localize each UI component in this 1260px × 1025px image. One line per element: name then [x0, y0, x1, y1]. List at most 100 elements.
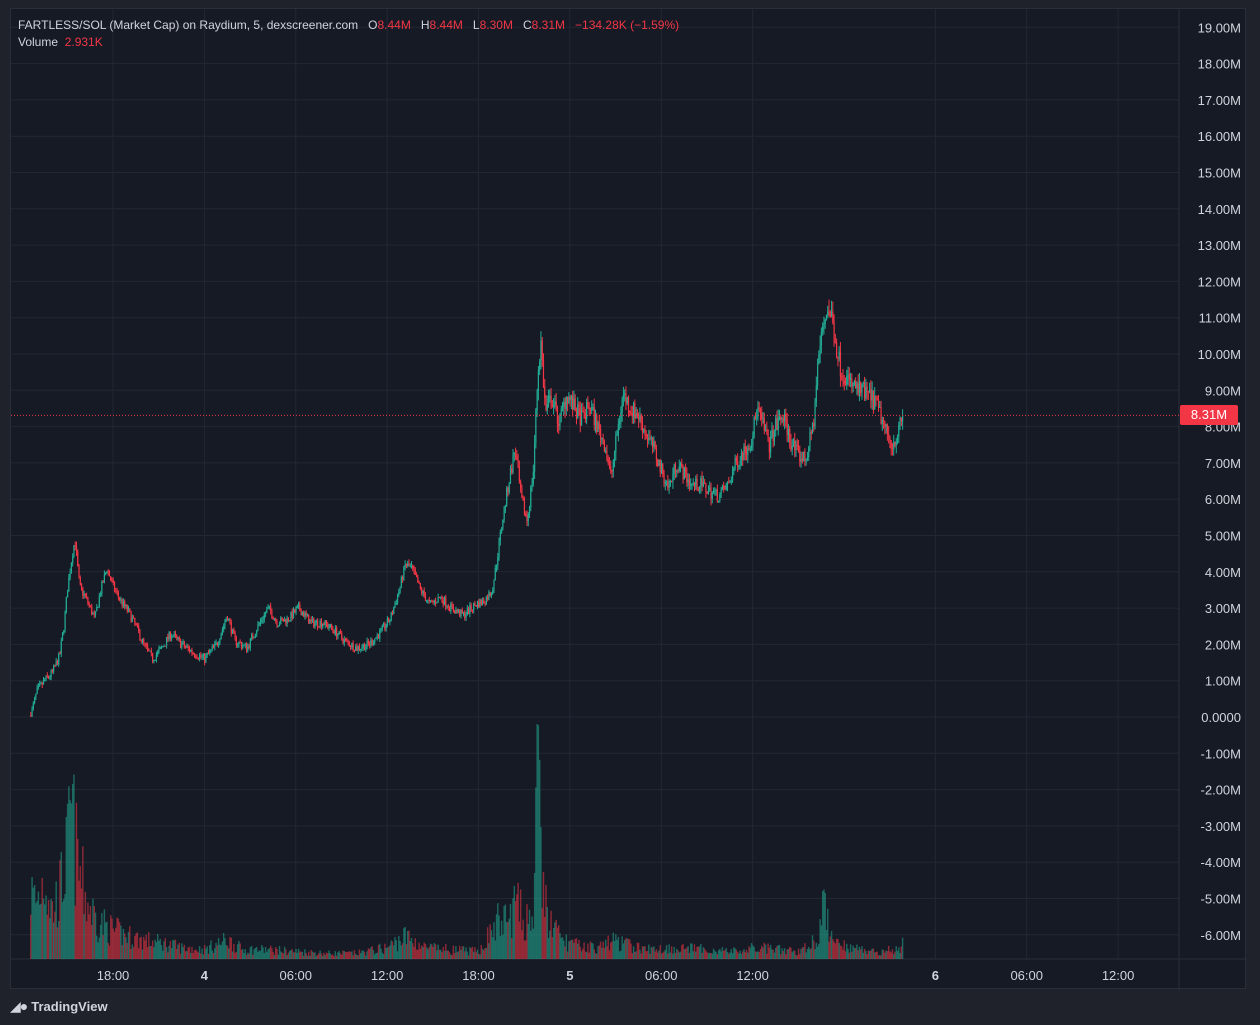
candle-body	[733, 468, 735, 472]
candle-body	[697, 489, 699, 491]
volume-bar	[823, 889, 825, 959]
candle-body	[639, 415, 641, 420]
volume-bar	[104, 922, 107, 959]
volume-bar	[220, 945, 222, 959]
candle-body	[230, 622, 232, 634]
volume-bar	[471, 946, 474, 959]
volume-bar	[456, 952, 458, 959]
candle-body	[564, 401, 566, 409]
candle-body	[135, 623, 137, 625]
candle-body	[544, 386, 546, 398]
volume-bar	[717, 950, 720, 959]
candle-body	[852, 384, 854, 387]
candle-body	[450, 603, 452, 611]
candle-body	[424, 595, 427, 601]
candle-body	[309, 619, 311, 624]
volume-bar	[275, 947, 277, 959]
volume-bar	[464, 951, 466, 959]
volume-bar	[591, 942, 593, 959]
volume-bar	[797, 948, 800, 959]
candle-body	[193, 653, 196, 657]
volume-bar	[337, 952, 339, 959]
time-tick-label: 12:00	[736, 968, 769, 983]
volume-bar	[676, 948, 678, 959]
volume-bar	[353, 950, 356, 959]
candle-body	[528, 507, 531, 514]
candle-body	[527, 513, 529, 522]
time-axis[interactable]: 18:00 4 06:00 12:00 18:00 5 06:00 12:00 6 06:00 12…	[97, 968, 1135, 983]
candle-body	[296, 606, 298, 609]
volume-bar	[235, 951, 238, 959]
volume-bar	[68, 786, 70, 959]
volume-bar	[862, 952, 864, 959]
volume-bar	[469, 947, 471, 959]
chart-frame[interactable]: 19.00M 18.00M 17.00M 16.00M 15.00M 14.00M 13.0…	[10, 8, 1247, 990]
volume-bar	[696, 946, 698, 959]
volume-label[interactable]: Volume	[18, 35, 59, 49]
tradingview-brand[interactable]: ◢● TradingView	[10, 998, 108, 1015]
candle-body	[188, 647, 191, 652]
candle-body	[494, 567, 496, 581]
volume-bar	[453, 952, 456, 959]
volume-bar	[771, 949, 773, 959]
candle-body	[300, 610, 302, 616]
volume-bar	[626, 938, 628, 959]
candle-body	[635, 413, 637, 419]
candle-body	[775, 418, 777, 431]
candle-body	[65, 597, 67, 613]
volume-bar	[837, 939, 839, 959]
volume-bar	[429, 943, 432, 959]
volume-bar	[611, 941, 613, 959]
candle-body	[377, 635, 380, 639]
candle-body	[366, 640, 368, 647]
candle-body	[30, 715, 32, 717]
volume-bar	[51, 901, 54, 959]
candle-body	[356, 646, 358, 651]
volume-bar	[470, 948, 472, 959]
candle-body	[171, 636, 173, 639]
volume-bar	[485, 948, 488, 959]
symbol-title[interactable]: FARTLESS/SOL (Market Cap) on Raydium, 5,…	[18, 18, 359, 32]
candle-body	[428, 599, 430, 601]
volume-bar	[360, 953, 362, 959]
candle-body	[233, 629, 235, 633]
volume-bar	[52, 922, 55, 959]
volume-bar	[592, 943, 594, 959]
volume-bar	[38, 904, 41, 959]
candle-body	[282, 619, 284, 622]
volume-bar	[835, 938, 838, 959]
volume-bar	[239, 943, 241, 959]
candle-body	[44, 679, 46, 681]
candle-body	[404, 564, 406, 567]
volume-bar	[428, 947, 430, 959]
volume-bar	[811, 935, 814, 959]
volume-bar	[720, 951, 722, 959]
volume-bar	[381, 952, 384, 959]
price-axis[interactable]: 19.00M 18.00M 17.00M 16.00M 15.00M 14.00M 13.0…	[1198, 20, 1241, 943]
volume-bar	[684, 948, 687, 959]
volume-bar	[102, 935, 104, 959]
volume-bar	[261, 944, 263, 959]
volume-bar	[546, 907, 548, 959]
volume-bar	[886, 951, 889, 959]
candle-body	[481, 599, 484, 605]
candle-body	[58, 653, 60, 665]
volume-bar	[604, 939, 607, 959]
candle-body	[270, 605, 272, 612]
volume-bar	[325, 952, 328, 959]
candle-body	[256, 630, 258, 635]
price-tick-label: -1.00M	[1201, 746, 1241, 761]
candle-body	[785, 413, 787, 419]
volume-bar	[375, 953, 377, 959]
candle-body	[301, 612, 303, 616]
candle-body	[55, 661, 57, 666]
volume-bar	[563, 940, 565, 959]
volume-bar	[828, 941, 830, 959]
volume-bar	[634, 951, 636, 959]
volume-bar	[750, 943, 753, 959]
candle-body	[275, 618, 277, 621]
candle-body	[407, 563, 409, 566]
candle-body	[361, 647, 363, 649]
candle-body	[603, 440, 605, 452]
candlestick-chart[interactable]: 19.00M 18.00M 17.00M 16.00M 15.00M 14.00M 13.0…	[11, 9, 1247, 990]
